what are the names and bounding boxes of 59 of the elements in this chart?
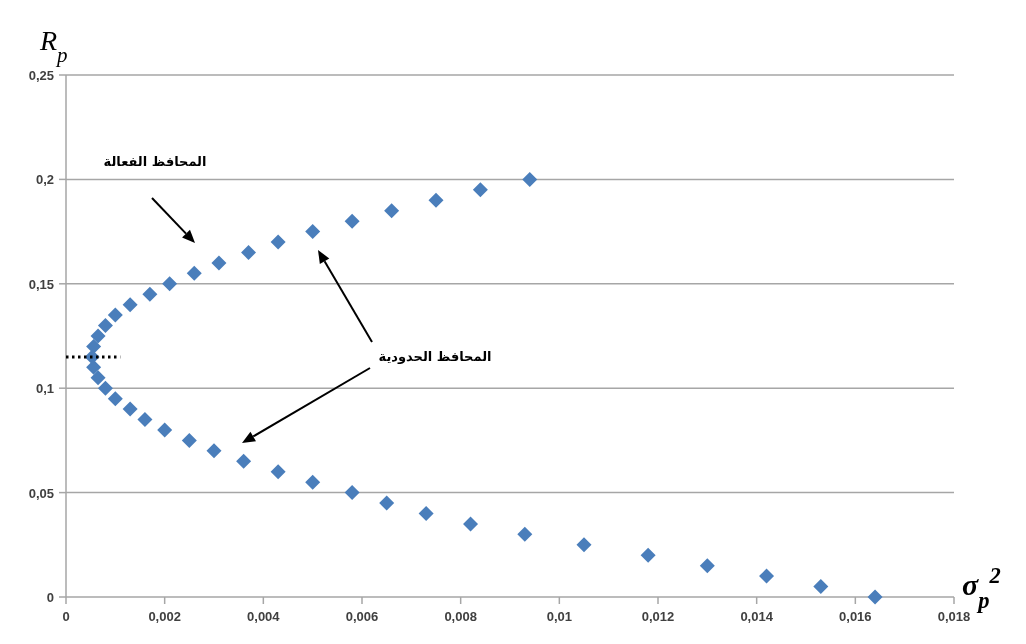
y-tick-label: 0,1 bbox=[35, 381, 54, 397]
y-tick-label: 0,15 bbox=[28, 276, 54, 292]
y-tick-label: 0,2 bbox=[35, 172, 54, 188]
point bbox=[759, 568, 775, 584]
point bbox=[162, 276, 178, 292]
point bbox=[699, 558, 715, 574]
point bbox=[522, 171, 538, 187]
x-tick-label: 0,004 bbox=[247, 609, 281, 624]
point bbox=[181, 432, 197, 448]
point bbox=[384, 203, 400, 219]
point bbox=[236, 453, 252, 469]
x-tick-label: 0,016 bbox=[839, 609, 872, 624]
point bbox=[576, 537, 592, 553]
point bbox=[463, 516, 479, 532]
point bbox=[137, 412, 153, 428]
point bbox=[122, 297, 138, 313]
point bbox=[97, 380, 113, 396]
x-tick-label: 0,014 bbox=[740, 609, 774, 624]
point bbox=[206, 443, 222, 459]
point bbox=[241, 244, 257, 260]
point bbox=[428, 192, 444, 208]
y-axis-title: R$_{p}$ bbox=[39, 25, 68, 67]
x-tick-label: 0,01 bbox=[546, 609, 572, 624]
point bbox=[270, 234, 286, 250]
point bbox=[107, 307, 123, 323]
annotation: المحافظ الحدودية bbox=[378, 349, 492, 364]
point bbox=[157, 422, 173, 438]
point bbox=[90, 328, 106, 344]
point bbox=[97, 318, 113, 334]
point bbox=[813, 579, 829, 595]
point bbox=[305, 224, 321, 240]
y-tick-label: 0,25 bbox=[28, 68, 54, 83]
point bbox=[122, 401, 138, 417]
point bbox=[305, 474, 321, 490]
point bbox=[472, 182, 488, 198]
point bbox=[344, 485, 360, 501]
annotation: المحافظ الفعالة bbox=[103, 154, 207, 169]
x-tick-label: 0,006 bbox=[345, 609, 379, 624]
point bbox=[86, 338, 102, 354]
point bbox=[270, 464, 286, 480]
x-tick-label: 0 bbox=[62, 609, 70, 624]
point bbox=[517, 526, 533, 542]
point bbox=[186, 265, 202, 281]
x-tick-label: 0,018 bbox=[937, 609, 971, 624]
point bbox=[640, 547, 656, 563]
x-tick-label: 0,012 bbox=[641, 609, 675, 624]
x-tick-label: 0,002 bbox=[148, 609, 181, 624]
point bbox=[142, 286, 158, 302]
point bbox=[344, 213, 360, 229]
point bbox=[867, 589, 883, 605]
point bbox=[379, 495, 395, 511]
point bbox=[418, 505, 434, 521]
point bbox=[211, 255, 227, 271]
point bbox=[107, 391, 123, 407]
x-tick-label: 0,008 bbox=[444, 609, 477, 624]
point bbox=[86, 359, 102, 375]
point bbox=[90, 370, 106, 386]
y-tick-label: 0 bbox=[46, 590, 54, 605]
y-tick-label: 0,05 bbox=[28, 485, 54, 501]
